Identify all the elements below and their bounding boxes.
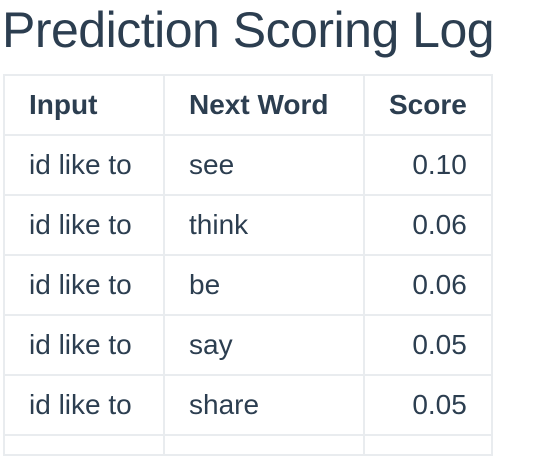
table-row: id like to say 0.05 [3, 314, 493, 376]
table-row-partial [3, 434, 493, 456]
cell-next-word: see [163, 134, 365, 196]
cell-input: id like to [3, 374, 165, 436]
cell-score: 0.05 [363, 314, 493, 376]
cell-next-word: share [163, 374, 365, 436]
column-header-input[interactable]: Input [3, 74, 165, 136]
table-row: id like to think 0.06 [3, 194, 493, 256]
cell-next-word: think [163, 194, 365, 256]
table-row: id like to see 0.10 [3, 134, 493, 196]
table-header-row: Input Next Word Score [3, 74, 493, 136]
column-header-next-word[interactable]: Next Word [163, 74, 365, 136]
cell-next-word-empty [163, 434, 365, 456]
page-title: Prediction Scoring Log [2, 2, 495, 58]
cell-score: 0.06 [363, 194, 493, 256]
cell-next-word: say [163, 314, 365, 376]
column-header-score[interactable]: Score [363, 74, 493, 136]
prediction-log-table: Input Next Word Score id like to see 0.1… [3, 74, 493, 456]
table-row: id like to be 0.06 [3, 254, 493, 316]
cell-input: id like to [3, 134, 165, 196]
cell-next-word: be [163, 254, 365, 316]
cell-input-empty [3, 434, 165, 456]
cell-input: id like to [3, 314, 165, 376]
cell-score: 0.06 [363, 254, 493, 316]
cell-score-empty [363, 434, 493, 456]
cell-input: id like to [3, 254, 165, 316]
cell-score: 0.10 [363, 134, 493, 196]
cell-score: 0.05 [363, 374, 493, 436]
table-row: id like to share 0.05 [3, 374, 493, 436]
cell-input: id like to [3, 194, 165, 256]
